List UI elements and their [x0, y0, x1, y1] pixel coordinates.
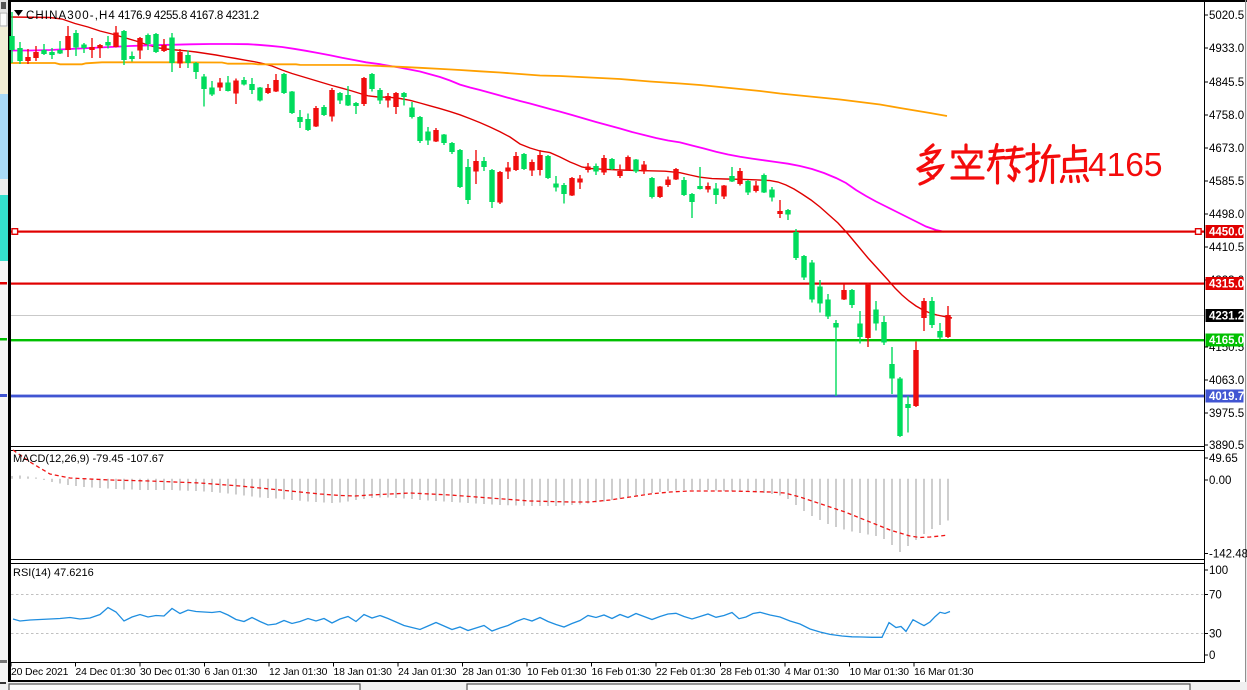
- svg-text:4165: 4165: [1088, 147, 1163, 184]
- svg-text:24 Dec 01:30: 24 Dec 01:30: [76, 667, 136, 678]
- svg-text:4165.0: 4165.0: [1209, 335, 1244, 347]
- svg-text:-142.48: -142.48: [1209, 549, 1247, 561]
- svg-text:4019.7: 4019.7: [1209, 391, 1244, 403]
- svg-text:30: 30: [1209, 629, 1222, 641]
- svg-text:16 Feb 01:30: 16 Feb 01:30: [592, 667, 652, 678]
- svg-text:4450.0: 4450.0: [1209, 227, 1244, 239]
- svg-text:4758.0: 4758.0: [1209, 110, 1244, 122]
- svg-text:49.65: 49.65: [1209, 453, 1238, 465]
- svg-text:3890.5: 3890.5: [1209, 440, 1244, 452]
- svg-text:4845.5: 4845.5: [1209, 77, 1244, 89]
- svg-text:28 Jan 01:30: 28 Jan 01:30: [463, 667, 522, 678]
- svg-text:100: 100: [1209, 565, 1228, 577]
- svg-text:6 Jan 01:30: 6 Jan 01:30: [205, 667, 258, 678]
- svg-text:4498.0: 4498.0: [1209, 209, 1244, 221]
- svg-text:RSI(14) 47.6216: RSI(14) 47.6216: [13, 567, 94, 579]
- svg-text:MACD(12,26,9) -79.45 -107.67: MACD(12,26,9) -79.45 -107.67: [13, 453, 164, 465]
- svg-text:28 Feb 01:30: 28 Feb 01:30: [721, 667, 781, 678]
- svg-text:4231.2: 4231.2: [1209, 311, 1244, 323]
- svg-text:70: 70: [1209, 590, 1222, 602]
- svg-text:16 Mar 01:30: 16 Mar 01:30: [914, 667, 974, 678]
- svg-text:4063.0: 4063.0: [1209, 375, 1244, 387]
- svg-text:0: 0: [1209, 650, 1215, 662]
- svg-text:18 Jan 01:30: 18 Jan 01:30: [334, 667, 393, 678]
- svg-text:30 Dec 01:30: 30 Dec 01:30: [140, 667, 200, 678]
- svg-text:4315.0: 4315.0: [1209, 279, 1244, 291]
- svg-text:3975.5: 3975.5: [1209, 408, 1244, 420]
- svg-text:4933.0: 4933.0: [1209, 43, 1244, 55]
- svg-text:20 Dec 2021: 20 Dec 2021: [11, 667, 69, 678]
- svg-text:24 Jan 01:30: 24 Jan 01:30: [398, 667, 457, 678]
- svg-text:0.00: 0.00: [1209, 475, 1231, 487]
- svg-text:4410.5: 4410.5: [1209, 242, 1244, 254]
- svg-text:4585.5: 4585.5: [1209, 176, 1244, 188]
- svg-text:22 Feb 01:30: 22 Feb 01:30: [656, 667, 716, 678]
- svg-text:10 Feb 01:30: 10 Feb 01:30: [527, 667, 587, 678]
- svg-text:4673.0: 4673.0: [1209, 143, 1244, 155]
- svg-text:12 Jan 01:30: 12 Jan 01:30: [269, 667, 328, 678]
- svg-text:4 Mar 01:30: 4 Mar 01:30: [785, 667, 839, 678]
- svg-text:10 Mar 01:30: 10 Mar 01:30: [850, 667, 910, 678]
- svg-text:5020.5: 5020.5: [1209, 10, 1244, 22]
